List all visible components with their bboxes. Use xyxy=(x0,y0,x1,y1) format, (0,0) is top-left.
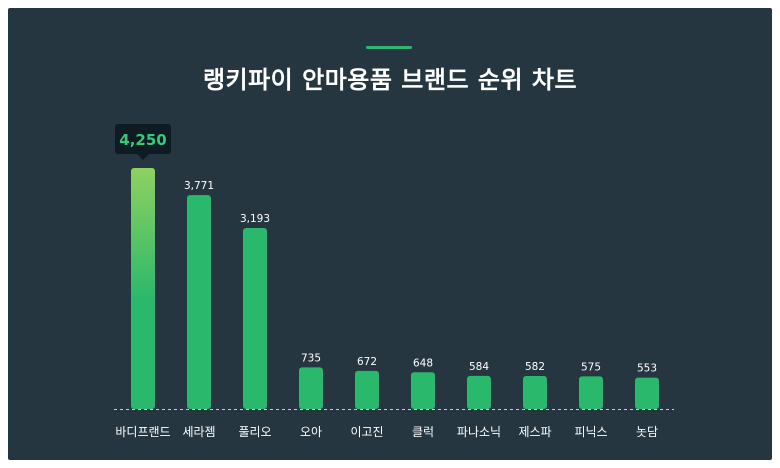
data-label: 575 xyxy=(581,361,601,373)
tooltip-pointer xyxy=(137,154,149,160)
data-label: 553 xyxy=(637,363,657,375)
bar xyxy=(467,375,491,409)
category-label: 제스파 xyxy=(518,425,551,439)
bar xyxy=(523,375,547,409)
data-label: 3,771 xyxy=(184,180,214,192)
category-label: 파나소닉 xyxy=(457,425,501,439)
data-label: 4,250 xyxy=(119,131,166,149)
bar xyxy=(579,376,603,409)
chart-title: 랭키파이 안마용품 브랜드 순위 차트 xyxy=(202,66,578,94)
category-label: 오아 xyxy=(300,425,322,439)
bar xyxy=(355,370,379,409)
category-label: 풀리오 xyxy=(238,425,271,439)
bar xyxy=(299,367,323,409)
title-accent-line xyxy=(366,46,412,49)
data-label: 3,193 xyxy=(240,213,270,225)
category-label: 클럭 xyxy=(412,425,434,439)
category-label: 이고진 xyxy=(350,425,383,439)
category-label: 놋담 xyxy=(636,425,658,439)
bar xyxy=(635,377,659,409)
value-tooltip xyxy=(115,124,171,154)
data-label: 584 xyxy=(469,361,489,373)
bar xyxy=(131,168,155,409)
data-label: 735 xyxy=(301,352,321,364)
bar xyxy=(187,195,211,409)
bar xyxy=(411,372,435,409)
category-label: 피닉스 xyxy=(574,425,607,439)
data-label: 672 xyxy=(357,356,377,368)
bar xyxy=(243,227,267,409)
data-label: 648 xyxy=(413,357,433,369)
data-label: 582 xyxy=(525,361,545,373)
category-label: 세라젬 xyxy=(182,425,215,439)
category-label: 바디프랜드 xyxy=(115,425,170,439)
